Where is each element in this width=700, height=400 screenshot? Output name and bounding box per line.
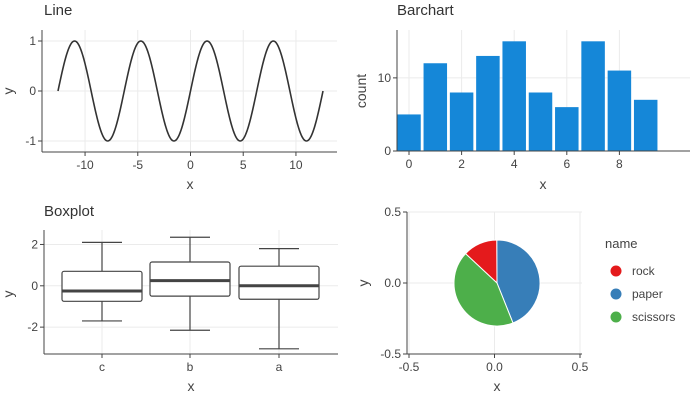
x-tick-label: b — [187, 360, 194, 374]
x-tick-label: 0 — [187, 158, 194, 172]
legend-marker-rock — [610, 265, 622, 277]
y-tick-label: -0.5 — [380, 347, 401, 361]
box-c — [61, 241, 143, 322]
box-body — [61, 270, 143, 302]
x-tick-label: 2 — [458, 157, 465, 171]
x-axis-label: x — [188, 378, 195, 394]
x-axis-label: x — [540, 176, 547, 192]
x-tick-label: 5 — [240, 158, 247, 172]
y-tick-label: -1 — [25, 134, 36, 148]
y-axis-label: y — [0, 291, 16, 298]
bar-0 — [397, 114, 421, 151]
legend — [610, 265, 622, 323]
bar-9 — [633, 99, 658, 151]
x-tick-label: a — [276, 360, 283, 374]
bar-2 — [449, 92, 474, 151]
pie-slice-paper — [496, 239, 541, 324]
x-axis-label: x — [187, 176, 194, 192]
y-axis-label: count — [353, 74, 369, 108]
box-b — [149, 236, 231, 331]
x-tick-label: 0 — [406, 157, 413, 171]
x-tick-label: 8 — [616, 157, 623, 171]
y-axis-label: y — [355, 280, 371, 287]
y-axis-label: y — [0, 88, 16, 95]
x-tick-label: -0.5 — [399, 360, 420, 374]
sine-line — [57, 40, 324, 142]
bar-1 — [423, 63, 448, 151]
x-tick-label: 0.5 — [572, 360, 589, 374]
pie — [453, 239, 541, 327]
x-tick-label: 0.0 — [486, 360, 503, 374]
legend-marker-paper — [610, 288, 622, 300]
chart-title: Barchart — [397, 2, 455, 19]
box-body — [149, 261, 231, 297]
x-tick-label: 10 — [289, 158, 303, 172]
bar-3 — [476, 55, 500, 151]
chart-title: Line — [44, 2, 72, 19]
y-tick-label: -2 — [27, 320, 38, 334]
y-tick-label: 2 — [31, 237, 38, 251]
chart-title: Boxplot — [44, 203, 95, 220]
x-axis-label: x — [494, 378, 501, 394]
y-tick-label: 1 — [29, 34, 36, 48]
x-tick-label: -10 — [76, 158, 94, 172]
box-a — [238, 248, 320, 350]
x-tick-label: 4 — [511, 157, 518, 171]
bar-7 — [581, 41, 605, 151]
pie-slice-scissors — [453, 252, 514, 327]
legend-label-paper: paper — [632, 287, 663, 301]
bar-5 — [528, 92, 553, 151]
legend-label-scissors: scissors — [632, 310, 675, 324]
bar-6 — [555, 107, 579, 151]
bar-4 — [502, 41, 526, 151]
x-tick-label: -5 — [132, 158, 143, 172]
y-tick-label: 0 — [384, 144, 391, 158]
legend-marker-scissors — [610, 311, 622, 323]
y-tick-label: 0.5 — [384, 205, 401, 219]
y-tick-label: 0 — [29, 84, 36, 98]
legend-title: name — [605, 236, 638, 251]
x-tick-label: c — [99, 360, 105, 374]
bar-8 — [607, 70, 632, 151]
y-tick-label: 0 — [31, 279, 38, 293]
y-tick-label: 0.0 — [384, 276, 401, 290]
x-tick-label: 6 — [563, 157, 570, 171]
y-tick-label: 10 — [378, 71, 392, 85]
box-body — [238, 265, 320, 300]
legend-label-rock: rock — [632, 264, 656, 278]
